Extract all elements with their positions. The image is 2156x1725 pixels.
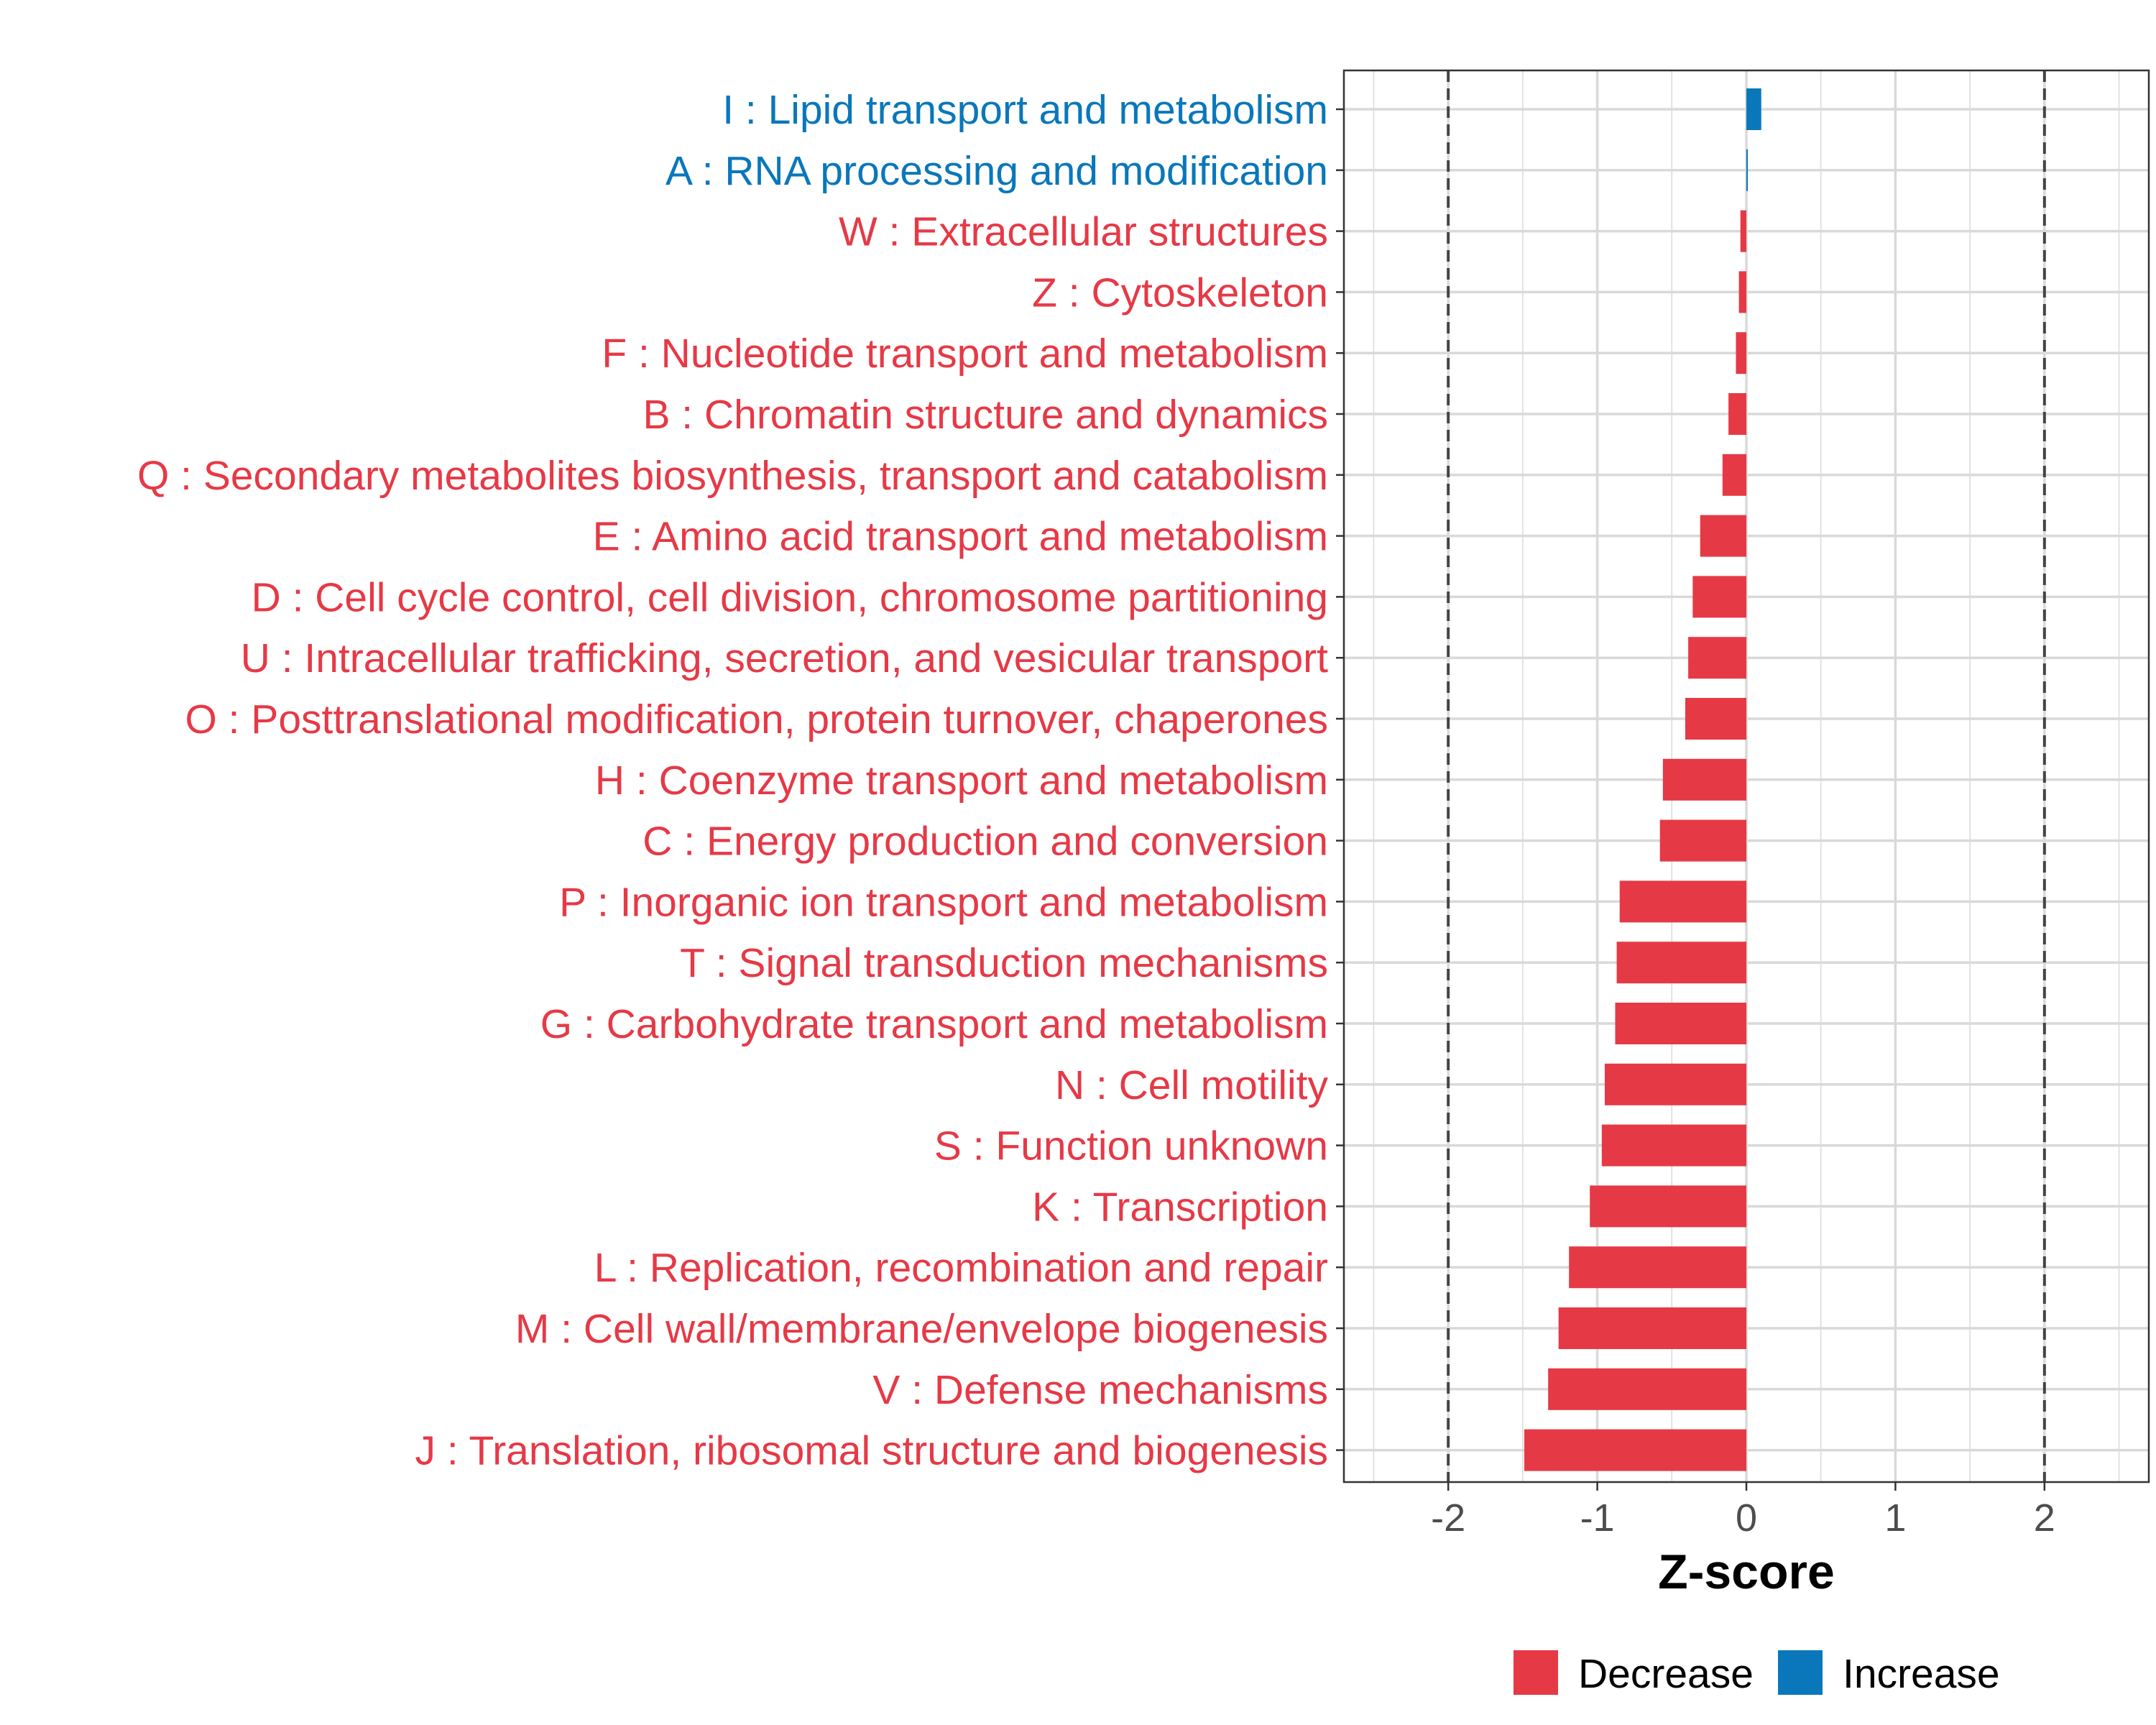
category-label: Q : Secondary metabolites biosynthesis, …	[137, 453, 1328, 499]
bar	[1722, 454, 1746, 496]
category-label: P : Inorganic ion transport and metaboli…	[559, 879, 1328, 925]
y-axis-ticks	[1336, 108, 1344, 1451]
bar	[1558, 1307, 1746, 1349]
bar	[1736, 332, 1746, 374]
bar	[1685, 698, 1746, 740]
bar	[1746, 88, 1761, 130]
legend-label-decrease: Decrease	[1578, 1651, 1754, 1697]
bar	[1619, 880, 1746, 923]
reference-lines	[1447, 70, 2046, 1482]
category-label: H : Coenzyme transport and metabolism	[595, 758, 1328, 804]
category-label: L : Replication, recombination and repai…	[594, 1245, 1328, 1291]
category-label: A : RNA processing and modification	[665, 148, 1328, 194]
bar	[1746, 149, 1749, 191]
bar	[1569, 1246, 1746, 1289]
category-label: B : Chromatin structure and dynamics	[642, 392, 1328, 438]
bar	[1659, 819, 1746, 862]
legend-key-decrease	[1514, 1650, 1558, 1695]
category-label: V : Defense mechanisms	[872, 1367, 1328, 1413]
bar	[1524, 1429, 1746, 1471]
category-label: K : Transcription	[1032, 1184, 1328, 1230]
category-label: E : Amino acid transport and metabolism	[593, 514, 1328, 560]
category-label: U : Intracellular trafficking, secretion…	[241, 635, 1328, 681]
category-label: M : Cell wall/membrane/envelope biogenes…	[515, 1306, 1328, 1352]
x-axis-tick-labels: -2 -1 0 1 2	[1431, 1496, 2055, 1540]
bar	[1616, 942, 1746, 984]
bar	[1700, 515, 1746, 557]
x-tick-label: 2	[2034, 1496, 2055, 1540]
bar	[1604, 1063, 1746, 1105]
bar	[1590, 1185, 1746, 1228]
category-label: S : Function unknown	[934, 1123, 1328, 1169]
x-tick-label: -1	[1580, 1496, 1615, 1540]
category-label: D : Cell cycle control, cell division, c…	[252, 574, 1328, 620]
bar	[1601, 1124, 1746, 1167]
bar	[1548, 1368, 1746, 1410]
bar	[1738, 271, 1746, 313]
category-label: T : Signal transduction mechanisms	[680, 940, 1328, 986]
category-label: G : Carbohydrate transport and metabolis…	[540, 1001, 1328, 1047]
x-axis-title: Z-score	[1658, 1545, 1835, 1599]
x-tick-label: 1	[1884, 1496, 1906, 1540]
category-label: W : Extracellular structures	[839, 209, 1328, 255]
bars	[1524, 88, 1761, 1471]
category-label: I : Lipid transport and metabolism	[722, 87, 1328, 133]
bar	[1728, 393, 1746, 435]
bar	[1615, 1003, 1746, 1044]
category-label: Z : Cytoskeleton	[1032, 270, 1328, 316]
legend-label-increase: Increase	[1843, 1651, 2000, 1697]
category-labels: I : Lipid transport and metabolism A : RN…	[137, 87, 1329, 1474]
bar	[1692, 576, 1746, 618]
legend-key-increase	[1778, 1650, 1823, 1695]
x-tick-label: 0	[1736, 1496, 1757, 1540]
category-label: N : Cell motility	[1055, 1062, 1329, 1108]
bar	[1740, 210, 1746, 252]
legend: Decrease Increase	[1514, 1650, 2000, 1697]
category-label: J : Translation, ribosomal structure and…	[415, 1428, 1328, 1474]
category-label: O : Posttranslational modification, prot…	[185, 696, 1328, 742]
category-label: C : Energy production and conversion	[642, 819, 1328, 865]
bar	[1688, 637, 1746, 679]
bar	[1662, 758, 1746, 801]
category-label: F : Nucleotide transport and metabolism	[602, 331, 1328, 377]
x-tick-label: -2	[1431, 1496, 1465, 1540]
x-axis-ticks	[1447, 1482, 2046, 1491]
